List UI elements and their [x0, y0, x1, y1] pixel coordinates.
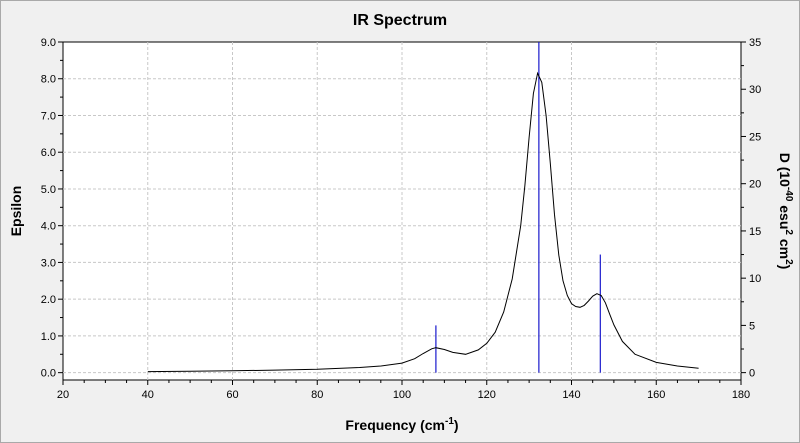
y-axis-left: 0.0 1.0 2.0 3.0 4.0 5.0 6.0 7.0 8.0 9.0 [41, 37, 63, 380]
y2-tick-label: 20 [749, 179, 761, 191]
y2-tick-label: 30 [749, 84, 761, 96]
y-tick-label: 0.0 [41, 368, 56, 380]
y-tick-label: 1.0 [41, 331, 56, 343]
x-axis: 20 40 60 80 100 120 140 160 180 [57, 380, 750, 401]
y-axis-title: Epsilon [8, 186, 24, 237]
x-tick-label: 40 [142, 389, 154, 401]
y-axis-right: 0 5 10 15 20 25 30 35 [741, 37, 761, 380]
y2-tick-label: 35 [749, 37, 761, 49]
y2-tick-label: 15 [749, 226, 761, 238]
x-tick-label: 80 [311, 389, 323, 401]
y-tick-label: 9.0 [41, 37, 56, 49]
x-tick-label: 140 [562, 389, 580, 401]
x-tick-label: 20 [57, 389, 69, 401]
x-tick-label: 160 [647, 389, 665, 401]
y-tick-label: 3.0 [41, 257, 56, 269]
y-tick-label: 5.0 [41, 184, 56, 196]
y2-axis-title: D (10-40 esu2 cm2) [777, 153, 794, 270]
x-axis-title: Frequency (cm-1) [345, 416, 458, 433]
grid [63, 42, 741, 380]
y-tick-label: 6.0 [41, 147, 56, 159]
y-tick-label: 7.0 [41, 110, 56, 122]
y-tick-label: 4.0 [41, 221, 56, 233]
y2-tick-label: 25 [749, 131, 761, 143]
x-tick-label: 120 [478, 389, 496, 401]
y2-tick-label: 10 [749, 273, 761, 285]
y-tick-label: 8.0 [41, 74, 56, 86]
y2-tick-label: 0 [749, 368, 755, 380]
spectrum-line [147, 71, 699, 373]
x-tick-label: 100 [393, 389, 411, 401]
x-tick-label: 60 [226, 389, 238, 401]
chart-title: IR Spectrum [353, 12, 447, 29]
sticks-layer [435, 42, 601, 373]
y2-tick-label: 5 [749, 320, 755, 332]
y-tick-label: 2.0 [41, 294, 56, 306]
x-tick-label: 180 [732, 389, 750, 401]
